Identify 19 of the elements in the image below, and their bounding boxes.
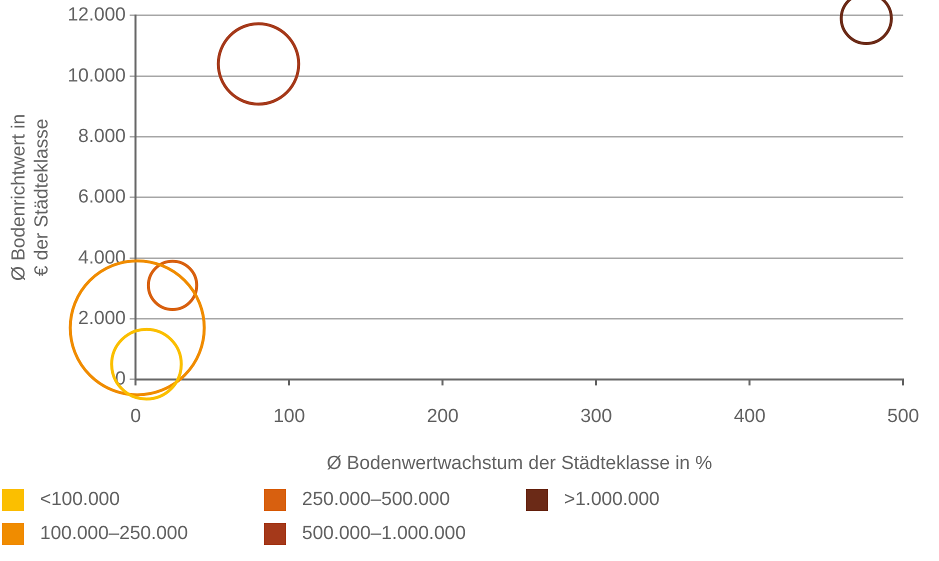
x-tick-label: 400 — [734, 406, 766, 428]
y-axis-title: Ø Bodenrichtwert in € der Städteklasse — [8, 114, 52, 281]
x-tick-label: 500 — [887, 406, 919, 428]
legend-label: <100.000 — [40, 489, 120, 511]
x-axis-title: Ø Bodenwertwachstum der Städteklasse in % — [326, 452, 712, 474]
y-tick-label: 8.000 — [78, 126, 126, 147]
x-tick-label: 300 — [580, 406, 612, 428]
y-tick-label: 6.000 — [78, 186, 126, 208]
y-tick-label: 12.000 — [68, 4, 126, 26]
legend-label: 250.000–500.000 — [302, 489, 450, 511]
legend-label: >1.000.000 — [564, 489, 660, 511]
y-tick-label: 4.000 — [78, 247, 126, 268]
y-tick-label: 2.000 — [78, 308, 126, 329]
legend-label: 100.000–250.000 — [40, 523, 188, 545]
legend-label: 500.000–1.000.000 — [302, 523, 466, 545]
x-tick-label: 0 — [130, 406, 141, 428]
x-tick-label: 100 — [273, 406, 306, 428]
x-tick-label: 200 — [426, 406, 459, 428]
y-tick-label: 10.000 — [68, 65, 126, 86]
